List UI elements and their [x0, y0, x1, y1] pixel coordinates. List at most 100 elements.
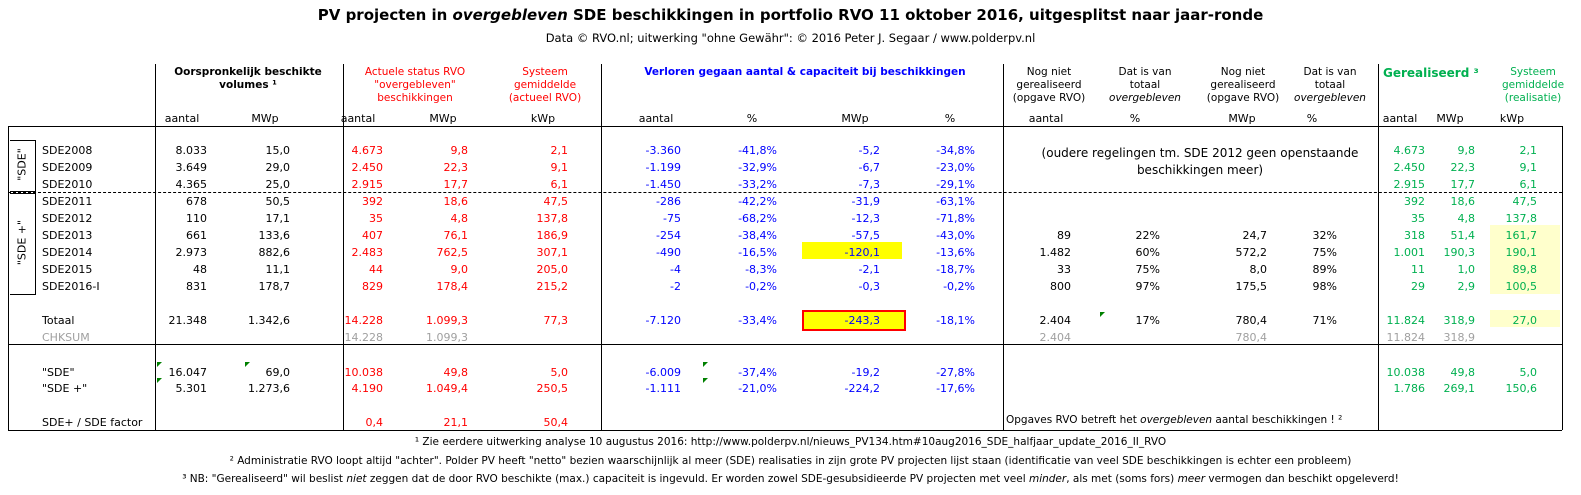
header-systeem: Systeem gemiddelde (actueel RVO)	[508, 66, 582, 104]
table-cell: 17,7	[1450, 178, 1476, 191]
table-cell: -34,8%	[936, 144, 975, 157]
table-cell: 661	[186, 229, 207, 242]
table-cell: 10.038	[344, 366, 384, 379]
table-cell: 2.483	[351, 246, 384, 259]
table-cell: -12,3	[851, 212, 880, 225]
table-cell: 2.450	[1393, 161, 1426, 174]
unit-label: %	[944, 112, 956, 125]
table-cell: -13,6%	[936, 246, 975, 259]
opgaves-emphasis: overgebleven	[1140, 414, 1213, 426]
group-sde-box	[10, 140, 36, 192]
table-cell: 1.049,4	[426, 382, 468, 395]
table-cell: 29,0	[265, 161, 291, 174]
header-dat-is-a-em: overgebleven	[1109, 92, 1181, 104]
table-cell: 6,1	[550, 178, 569, 191]
footnote-2: ² Administratie RVO loopt altijd "achter…	[229, 455, 1352, 467]
table-cell: 161,7	[1505, 229, 1538, 242]
page-title: PV projecten in overgebleven SDE beschik…	[0, 6, 1581, 24]
table-cell: -7.120	[645, 314, 681, 327]
table-cell: 2.915	[351, 178, 384, 191]
table-cell: -68,2%	[738, 212, 777, 225]
table-cell: 24,7	[1242, 229, 1268, 242]
table-cell: 27,0	[1512, 314, 1538, 327]
foot3-c: zeggen dat de door RVO beschikte (max.) …	[366, 473, 1029, 485]
header-dat-is-a: Dat is van totaal overgebleven	[1105, 66, 1185, 105]
header-dat-is-b-text: Dat is van totaal	[1303, 66, 1357, 91]
table-cell: -490	[656, 246, 681, 259]
table-cell: 137,8	[1505, 212, 1538, 225]
unit-label: kWp	[530, 112, 556, 125]
table-cell: 0,4	[365, 416, 384, 429]
table-cell: 50,4	[543, 416, 569, 429]
title-pre: PV projecten in	[317, 6, 453, 24]
header-nog-niet-mwp: Nog niet gerealiseerd (opgave RVO)	[1206, 66, 1280, 104]
table-cell: -120,1	[844, 246, 880, 259]
table-cell: 1.099,3	[426, 314, 468, 327]
table-cell: 21.348	[168, 314, 208, 327]
grid-v0	[8, 126, 9, 430]
table-cell: -29,1%	[936, 178, 975, 191]
table-cell: 11.824	[1386, 331, 1426, 344]
grid-v2	[343, 64, 344, 430]
unit-label: MWp	[1228, 112, 1256, 125]
table-cell: 8,0	[1249, 263, 1268, 276]
table-cell: 572,2	[1235, 246, 1268, 259]
row-label: SDE2008	[42, 144, 93, 157]
table-cell: 4.673	[351, 144, 384, 157]
table-cell: -42,2%	[738, 195, 777, 208]
table-cell: -1.111	[645, 382, 681, 395]
table-cell: 178,7	[258, 280, 291, 293]
foot3-e: , als met (soms fors)	[1066, 473, 1178, 485]
table-cell: -38,4%	[738, 229, 777, 242]
table-cell: 60%	[1135, 246, 1160, 259]
table-cell: -5,2	[858, 144, 880, 157]
unit-label: %	[1129, 112, 1141, 125]
table-cell: -18,1%	[936, 314, 975, 327]
table-cell: 69,0	[265, 366, 291, 379]
table-cell: 831	[186, 280, 207, 293]
unit-label: MWp	[841, 112, 869, 125]
table-cell: 51,4	[1450, 229, 1476, 242]
table-cell: 47,5	[1512, 195, 1538, 208]
table-cell: 178,4	[436, 280, 469, 293]
table-cell: -33,4%	[738, 314, 777, 327]
table-cell: -18,7%	[936, 263, 975, 276]
table-cell: 10.038	[1386, 366, 1426, 379]
table-cell: 17,1	[265, 212, 291, 225]
table-cell: 75%	[1312, 246, 1337, 259]
table-cell: 11.824	[1386, 314, 1426, 327]
table-cell: 318	[1404, 229, 1425, 242]
table-cell: -6.009	[645, 366, 681, 379]
table-cell: 2.450	[351, 161, 384, 174]
table-cell: -8,3%	[745, 263, 777, 276]
table-cell: 89	[1057, 229, 1071, 242]
grid-v1	[155, 64, 156, 430]
footnote-3: ³ NB: "Gerealiseerd" wil beslist niet ze…	[0, 473, 1581, 485]
grid-v3	[601, 64, 602, 430]
table-cell: -7,3	[858, 178, 880, 191]
table-cell: 186,9	[536, 229, 569, 242]
table-cell: 392	[1404, 195, 1425, 208]
table-cell: 2.404	[1039, 331, 1072, 344]
header-systeem-realisatie: Systeem gemiddelde (realisatie)	[1501, 66, 1565, 104]
table-cell: -2,1	[858, 263, 880, 276]
table-cell: 33	[1057, 263, 1071, 276]
table-cell: 250,5	[536, 382, 569, 395]
header-orig: Oorspronkelijk beschikte volumes ¹	[174, 66, 322, 91]
title-post: SDE beschikkingen in portfolio RVO 11 ok…	[567, 6, 1264, 24]
header-dat-is-b-em: overgebleven	[1294, 92, 1366, 104]
table-cell: -4	[670, 263, 681, 276]
highlight-total-mwp	[802, 310, 906, 331]
table-cell: 307,1	[536, 246, 569, 259]
table-cell: 25,0	[265, 178, 291, 191]
table-cell: 6,1	[1519, 178, 1538, 191]
table-cell: 4.673	[1393, 144, 1426, 157]
highlight-sysgem-total	[1490, 310, 1560, 327]
table-cell: 269,1	[1443, 382, 1476, 395]
table-cell: -6,7	[858, 161, 880, 174]
table-cell: -41,8%	[738, 144, 777, 157]
unit-label: kWp	[1499, 112, 1525, 125]
row-label: SDE2015	[42, 263, 93, 276]
table-cell: 75%	[1135, 263, 1160, 276]
table-cell: 1.482	[1039, 246, 1072, 259]
